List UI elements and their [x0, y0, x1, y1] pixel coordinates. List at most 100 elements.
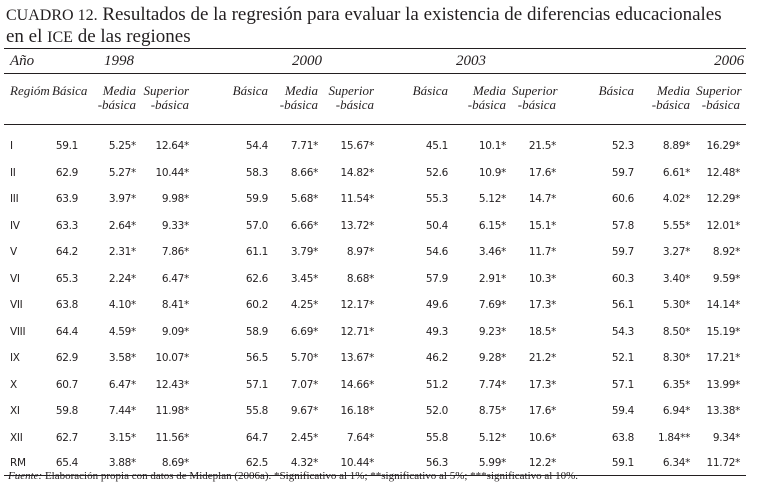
value-cell: 60.2 [245, 299, 269, 312]
value-cell: 63.8 [611, 431, 635, 444]
value-cell: 55.3 [425, 193, 449, 206]
table-row: IX 62.9 3.58* 10.07* 56.5 5.70* 13.67* 46.2 9.28… [4, 345, 746, 372]
value-cell: 59.4 [611, 405, 635, 418]
value-cell: 57.0 [245, 219, 269, 232]
table-row: XI 59.8 7.44* 11.98* 55.8 9.67* 16.18* 52.0 8.75… [4, 398, 746, 425]
value-cell: 54.3 [611, 325, 635, 338]
col-basica-2: Básica [380, 73, 455, 125]
value-cell: 8.75* [478, 405, 507, 418]
col-region: Regióm [4, 73, 52, 125]
table-row: VI 65.3 2.24* 6.47* 62.6 3.45* 8.68* 57.9 2.91* 1… [4, 266, 746, 293]
region-cell: VI [10, 272, 20, 285]
value-cell: 18.5* [528, 325, 557, 338]
value-cell: 11.72* [696, 451, 747, 476]
value-cell: 6.47* [108, 378, 136, 391]
value-cell: 56.3 [380, 451, 455, 476]
value-cell: 8.92* [712, 246, 741, 259]
value-cell: 7.74* [478, 378, 507, 391]
value-cell: 14.7* [528, 193, 557, 206]
table-row: III 63.9 3.97* 9.98* 59.9 5.68* 11.54* 55.3 5.12… [4, 186, 746, 213]
value-cell: 56.1 [611, 299, 635, 312]
value-cell: 3.45* [290, 272, 319, 285]
value-cell: 59.1 [562, 451, 641, 476]
col-superior-1: Superior -básica [324, 73, 381, 125]
value-cell: 3.46* [478, 246, 507, 259]
value-cell: 4.25* [290, 299, 319, 312]
value-cell: 46.2 [425, 352, 449, 365]
value-cell: 7.86* [161, 246, 189, 259]
table-row: II 62.9 5.27* 10.44* 58.3 8.66* 14.82* 52.6 10.9… [4, 160, 746, 187]
region-cell: X [10, 378, 17, 391]
value-cell: 2.91* [478, 272, 507, 285]
value-cell: 52.3 [611, 140, 635, 153]
footnote-label: Fuente: [8, 470, 43, 482]
value-cell: 4.59* [108, 325, 136, 338]
value-cell: 17.6* [528, 166, 557, 179]
table-row: IV 63.3 2.64* 9.33* 57.0 6.66* 13.72* 50.4 6.15*… [4, 213, 746, 240]
value-cell: 3.88* [84, 451, 142, 476]
value-cell: 6.35* [662, 378, 691, 391]
value-cell: 8.50* [662, 325, 691, 338]
value-cell: 3.79* [290, 246, 319, 259]
value-cell: 17.21* [706, 352, 741, 365]
region-cell: RM [4, 451, 52, 476]
value-cell: 13.67* [340, 352, 375, 365]
value-cell: 7.64* [346, 431, 375, 444]
value-cell: 11.98* [155, 405, 189, 418]
value-cell: 14.82* [340, 166, 375, 179]
value-cell: 10.3* [528, 272, 557, 285]
value-cell: 63.8 [55, 299, 78, 312]
value-cell: 63.9 [55, 193, 78, 206]
value-cell: 4.10* [108, 299, 136, 312]
col-media-2: Media -básica [454, 73, 513, 125]
col-media-3: Media -básica [640, 73, 697, 125]
value-cell: 10.44* [324, 451, 381, 476]
value-cell: 6.15* [478, 219, 507, 232]
region-cell: III [10, 193, 19, 206]
value-cell: 64.7 [245, 431, 269, 444]
value-cell: 10.6* [528, 431, 557, 444]
value-cell: 14.14* [706, 299, 741, 312]
regression-table: Año 1998 2000 2003 2006 Regióm Básica Medi… [4, 48, 747, 476]
value-cell: 57.1 [245, 378, 269, 391]
value-cell: 59.8 [55, 405, 78, 418]
value-cell: 6.61* [662, 166, 691, 179]
value-cell: 4.32* [274, 451, 325, 476]
value-cell: 9.59* [712, 272, 741, 285]
region-cell: XI [10, 405, 20, 418]
value-cell: 7.71* [290, 140, 319, 153]
value-cell: 13.72* [340, 219, 375, 232]
value-cell: 15.19* [706, 325, 741, 338]
value-cell: 9.98* [161, 193, 189, 206]
value-cell: 57.1 [611, 378, 635, 391]
value-cell: 59.7 [611, 246, 635, 259]
col-basica-3: Básica [562, 73, 641, 125]
value-cell: 3.58* [108, 352, 136, 365]
col-superior-0: Superior -básica [142, 73, 195, 125]
region-cell: IV [10, 219, 20, 232]
value-cell: 6.47* [161, 272, 189, 285]
value-cell: 6.34* [640, 451, 697, 476]
value-cell: 8.66* [290, 166, 319, 179]
value-cell: 62.7 [55, 431, 78, 444]
value-cell: 52.6 [425, 166, 449, 179]
value-cell: 5.12* [478, 193, 507, 206]
value-cell: 65.3 [55, 272, 78, 285]
value-cell: 12.29* [706, 193, 741, 206]
value-cell: 17.3* [528, 378, 557, 391]
value-cell: 10.1* [478, 140, 507, 153]
column-header-row: Regióm Básica Media -básica Superior -básica B… [4, 73, 747, 125]
value-cell: 50.4 [425, 219, 449, 232]
value-cell: 64.4 [55, 325, 78, 338]
col-media-1: Media -básica [274, 73, 325, 125]
value-cell: 11.54* [340, 193, 375, 206]
year-1998: 1998 [84, 48, 275, 74]
value-cell: 62.9 [55, 352, 78, 365]
year-2000: 2000 [274, 48, 455, 74]
value-cell: 55.8 [425, 431, 449, 444]
value-cell: 62.6 [245, 272, 269, 285]
value-cell: 9.09* [161, 325, 189, 338]
value-cell: 10.9* [478, 166, 507, 179]
value-cell: 51.2 [425, 378, 449, 391]
region-cell: IX [10, 352, 20, 365]
